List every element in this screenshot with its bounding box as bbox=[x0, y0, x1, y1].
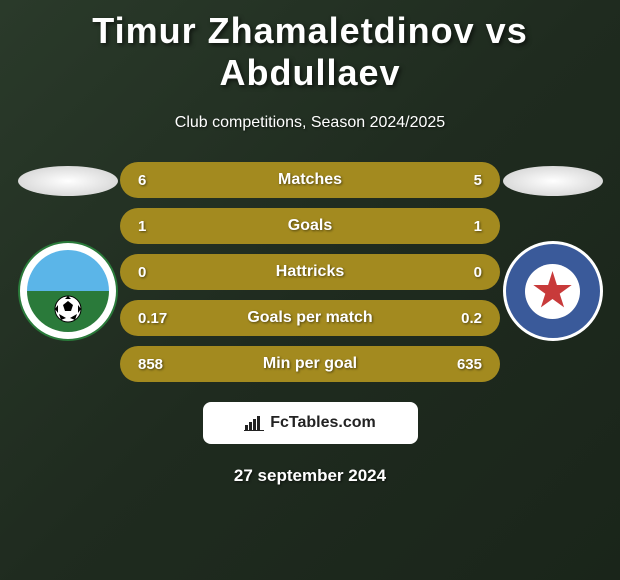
stats-column: 6 Matches 5 1 Goals 1 0 Hattricks 0 0.17… bbox=[120, 162, 500, 382]
stat-row-gpm: 0.17 Goals per match 0.2 bbox=[120, 300, 500, 336]
stat-row-matches: 6 Matches 5 bbox=[120, 162, 500, 198]
player-photo-placeholder-right bbox=[503, 166, 603, 196]
stat-left-value: 0.17 bbox=[138, 310, 183, 327]
brand-box: FcTables.com bbox=[203, 402, 418, 444]
date-text: 27 september 2024 bbox=[0, 466, 620, 486]
stat-label: Goals bbox=[288, 217, 332, 235]
stat-label: Goals per match bbox=[247, 309, 372, 327]
stat-label: Hattricks bbox=[276, 263, 344, 281]
stat-right-value: 635 bbox=[437, 356, 482, 373]
club-badge-left bbox=[18, 241, 118, 341]
subtitle: Club competitions, Season 2024/2025 bbox=[0, 114, 620, 132]
stat-right-value: 0 bbox=[437, 264, 482, 281]
stat-left-value: 6 bbox=[138, 172, 183, 189]
stat-row-hattricks: 0 Hattricks 0 bbox=[120, 254, 500, 290]
club-badge-right-inner bbox=[525, 264, 580, 319]
right-player-col bbox=[500, 162, 605, 341]
stat-left-value: 858 bbox=[138, 356, 183, 373]
club-badge-right bbox=[503, 241, 603, 341]
chart-icon bbox=[244, 415, 264, 431]
stat-row-mpg: 858 Min per goal 635 bbox=[120, 346, 500, 382]
stat-right-value: 5 bbox=[437, 172, 482, 189]
left-player-col bbox=[15, 162, 120, 341]
stat-left-value: 1 bbox=[138, 218, 183, 235]
stat-row-goals: 1 Goals 1 bbox=[120, 208, 500, 244]
brand-text: FcTables.com bbox=[270, 414, 376, 432]
player-photo-placeholder-left bbox=[18, 166, 118, 196]
stat-right-value: 0.2 bbox=[437, 310, 482, 327]
stat-label: Min per goal bbox=[263, 355, 357, 373]
main-area: 6 Matches 5 1 Goals 1 0 Hattricks 0 0.17… bbox=[0, 162, 620, 382]
comparison-title: Timur Zhamaletdinov vs Abdullaev bbox=[0, 0, 620, 94]
stat-right-value: 1 bbox=[437, 218, 482, 235]
football-icon bbox=[53, 294, 83, 324]
stat-label: Matches bbox=[278, 171, 342, 189]
star-icon bbox=[533, 271, 573, 311]
stat-left-value: 0 bbox=[138, 264, 183, 281]
club-badge-left-inner bbox=[27, 250, 109, 332]
